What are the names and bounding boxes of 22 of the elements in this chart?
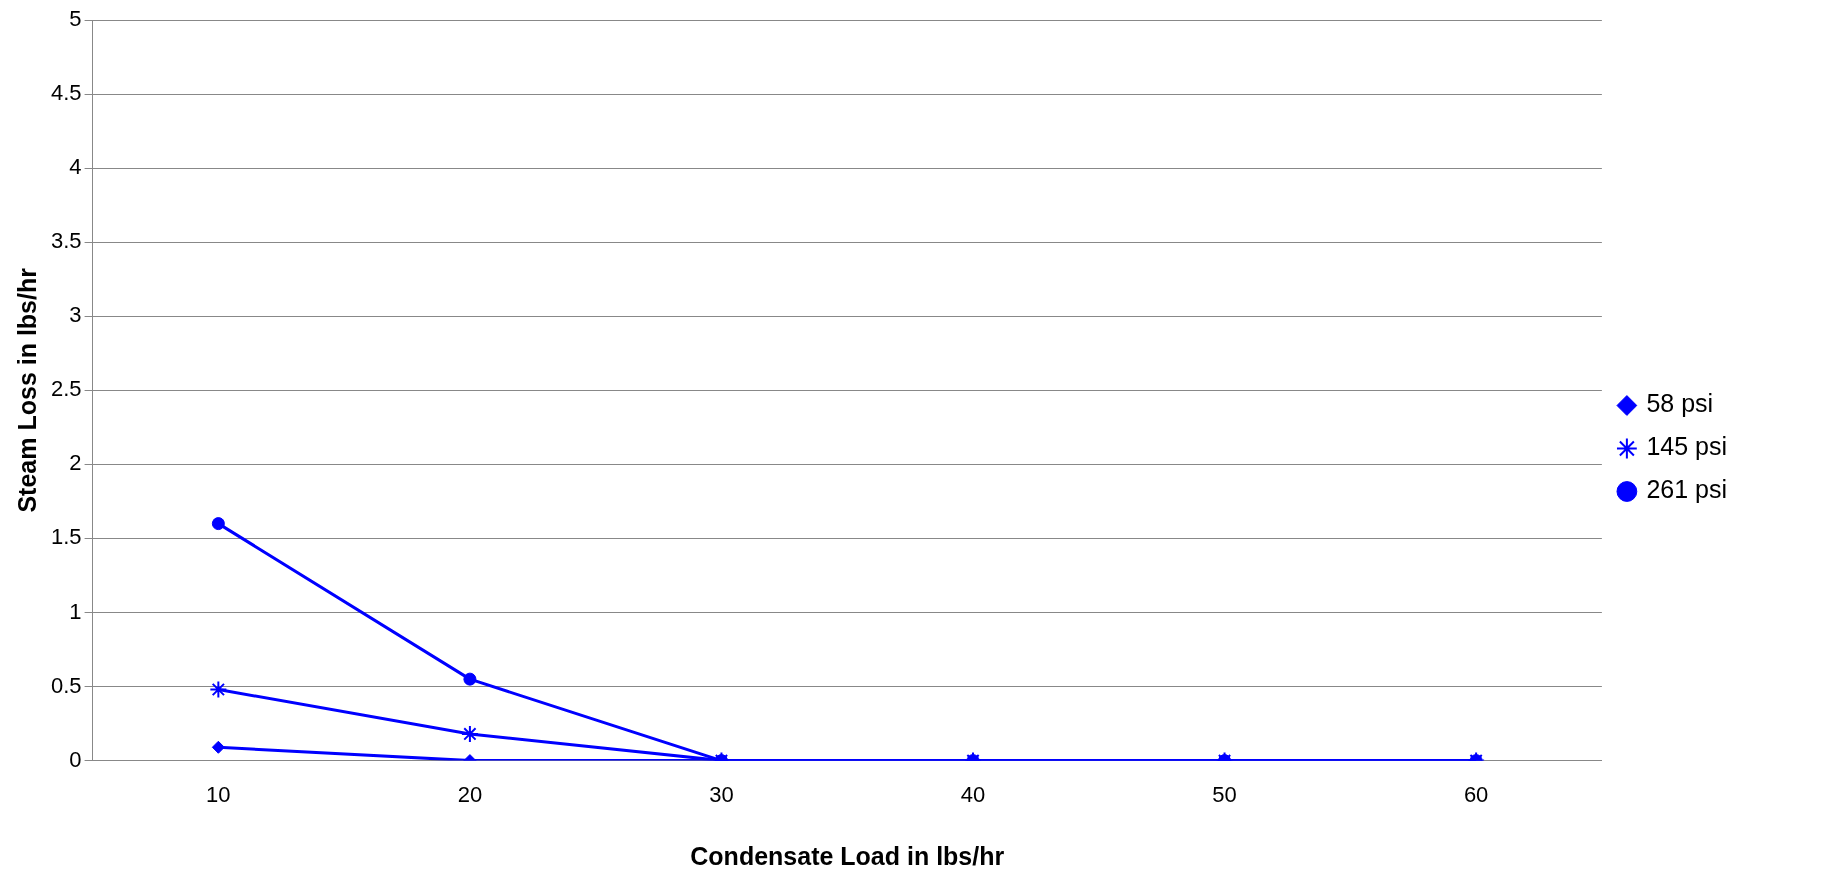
y-tick-label: 1.5 (50, 524, 82, 550)
x-tick-label: 10 (206, 781, 231, 807)
y-tick-label: 2 (69, 450, 82, 476)
legend-label: 145 psi (1646, 432, 1728, 461)
x-tick-label: 20 (457, 781, 483, 807)
x-tick-label: 30 (709, 781, 734, 807)
y-tick-label: 0.5 (50, 672, 82, 698)
y-tick-label: 4.5 (50, 80, 82, 106)
x-axis-title: Condensate Load in lbs/hr (690, 841, 1005, 870)
y-tick-label: 4 (69, 154, 82, 180)
legend-label: 58 psi (1646, 389, 1714, 418)
legend-label: 261 psi (1646, 475, 1728, 504)
x-tick-label: 50 (1212, 781, 1237, 807)
y-tick-label: 3.5 (50, 228, 82, 254)
y-tick-label: 0 (69, 746, 82, 772)
y-tick-label: 1 (69, 598, 82, 624)
y-tick-label: 2.5 (50, 376, 82, 402)
y-tick-label: 5 (69, 6, 82, 32)
y-tick-label: 3 (69, 302, 82, 328)
x-tick-label: 60 (1463, 781, 1489, 807)
y-axis-title: Steam Loss in lbs/hr (12, 267, 41, 513)
x-tick-label: 40 (960, 781, 986, 807)
